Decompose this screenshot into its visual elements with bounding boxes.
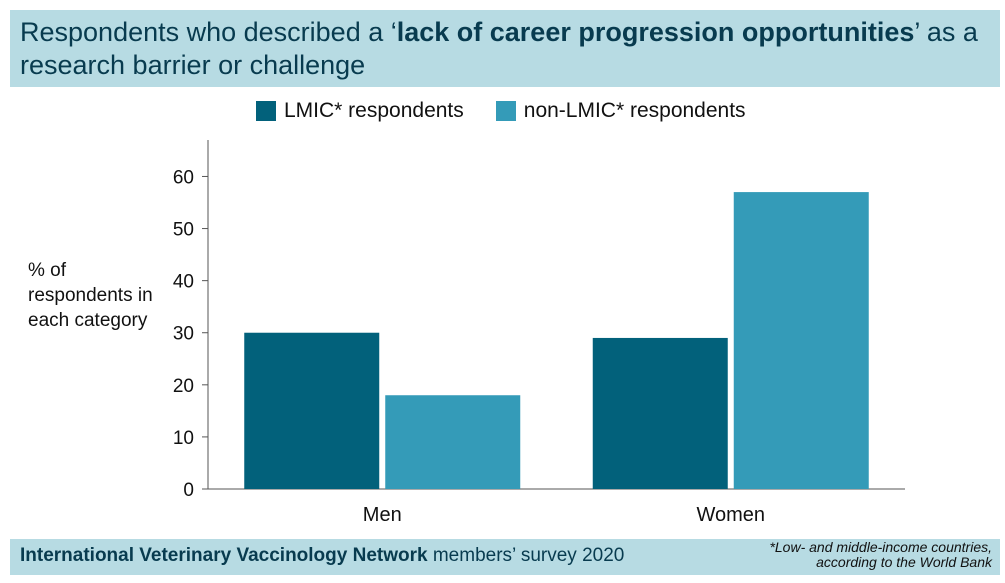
legend: LMIC* respondents non-LMIC* respondents — [256, 99, 778, 123]
bar — [244, 332, 380, 489]
legend-item-non-lmic: non-LMIC* respondents — [495, 99, 746, 123]
title-bar: Respondents who described a ‘lack of car… — [10, 10, 1000, 87]
footnote-line-2: according to the World Bank — [816, 554, 992, 570]
title-post: ’ as a research barrier or challenge — [20, 17, 978, 80]
footer-bar: International Veterinary Vaccinology Net… — [10, 539, 1000, 575]
title-pre: Respondents who described a ‘ — [20, 17, 397, 47]
bar — [385, 395, 521, 489]
source-text: International Veterinary Vaccinology Net… — [20, 545, 624, 567]
chart-title: Respondents who described a ‘lack of car… — [20, 16, 990, 82]
x-tick-label: Men — [363, 504, 402, 526]
legend-label-non-lmic: non-LMIC* respondents — [523, 99, 746, 122]
footnote: *Low- and middle-income countries, accor… — [769, 540, 992, 570]
bar — [733, 192, 869, 490]
y-tick-label: 60 — [173, 167, 194, 188]
y-tick-label: 10 — [173, 428, 194, 449]
bar — [592, 337, 728, 489]
y-tick-label: 0 — [183, 480, 194, 501]
y-tick-label: 20 — [173, 376, 194, 397]
y-tick-label: 30 — [173, 324, 194, 345]
legend-swatch-non-lmic — [495, 101, 516, 121]
x-tick-label: Women — [696, 504, 765, 526]
bar-chart: 0 10 20 30 40 50 60 Men Women — [173, 140, 905, 526]
y-tick-label: 40 — [173, 272, 194, 293]
source-rest: members’ survey 2020 — [427, 545, 625, 566]
title-bold: lack of career progression opportunities — [396, 17, 915, 47]
y-tick-label: 50 — [173, 220, 194, 241]
legend-item-lmic: LMIC* respondents — [256, 99, 464, 123]
footnote-line-1: *Low- and middle-income countries, — [769, 539, 992, 555]
legend-swatch-lmic — [256, 101, 276, 121]
legend-label-lmic: LMIC* respondents — [284, 99, 464, 122]
y-axis-label: % of respondents in each category — [28, 260, 153, 331]
source-bold: International Veterinary Vaccinology Net… — [20, 545, 428, 566]
